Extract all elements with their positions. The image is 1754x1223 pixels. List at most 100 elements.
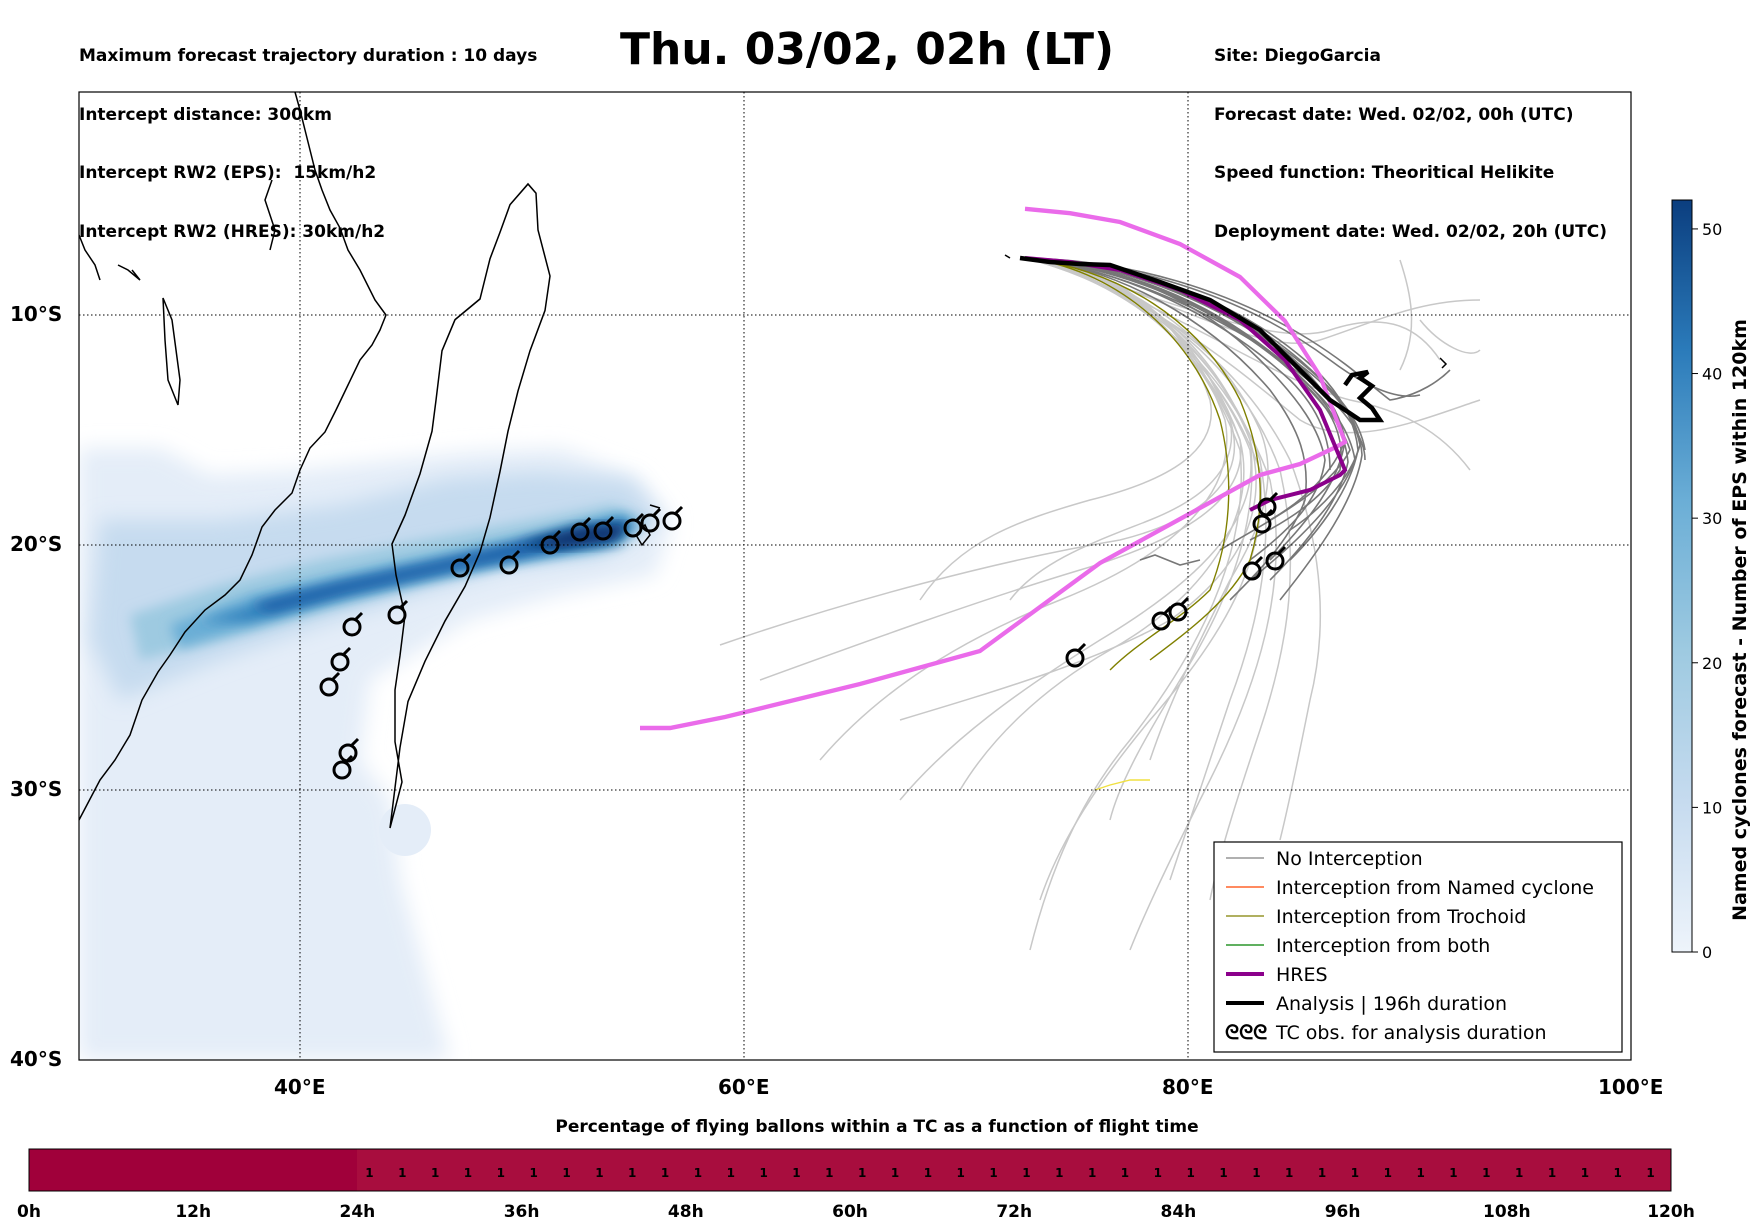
cyclone-symbol-icon xyxy=(662,505,684,531)
bar-cell-value: 1 xyxy=(792,1166,800,1180)
legend-label: TC obs. for analysis duration xyxy=(1275,1022,1547,1044)
bar-cell-value: 1 xyxy=(1252,1166,1260,1180)
bar-cell-value: 1 xyxy=(595,1166,603,1180)
lon-label: 60°E xyxy=(718,1075,770,1099)
bar-cell-value: 1 xyxy=(1219,1166,1227,1180)
bar-cell-value: 1 xyxy=(1285,1166,1293,1180)
flight-time-bar-title: Percentage of flying ballons within a TC… xyxy=(555,1117,1199,1137)
bar-cell-value: 1 xyxy=(1581,1166,1589,1180)
legend-row: HRES xyxy=(1226,964,1328,986)
trochoid-yellow-track xyxy=(1094,779,1150,791)
bar-cell-value: 1 xyxy=(529,1166,537,1180)
bar-hour-label: 36h xyxy=(504,1202,540,1222)
bar-hour-label: 96h xyxy=(1325,1202,1361,1222)
legend-label: Interception from Trochoid xyxy=(1276,906,1526,928)
lat-label: 30°S xyxy=(10,777,63,801)
cyclone-symbol-icon xyxy=(1265,545,1287,571)
legend-label: HRES xyxy=(1276,964,1328,986)
bar-hour-label: 120h xyxy=(1647,1202,1695,1222)
bar-cell-value: 1 xyxy=(891,1166,899,1180)
cyclone-symbol-icon xyxy=(1151,605,1173,631)
colorbar-tick-label: 0 xyxy=(1702,943,1712,962)
cyclone-symbol-icon xyxy=(387,599,409,625)
bar-cell-value: 1 xyxy=(1515,1166,1523,1180)
bar-cell-value: 1 xyxy=(1614,1166,1622,1180)
lat-label: 40°S xyxy=(10,1047,63,1071)
bar-cell-value: 1 xyxy=(464,1166,472,1180)
bar-cell-value: 1 xyxy=(1548,1166,1556,1180)
cyclone-symbol-icon xyxy=(1065,642,1087,668)
param-line: Intercept RW2 (HRES): 30km/h2 xyxy=(79,221,386,242)
bar-cell-value: 1 xyxy=(1449,1166,1457,1180)
cyclone-symbol-icon xyxy=(338,737,360,763)
legend-row: No Interception xyxy=(1226,848,1423,870)
bar-cell-value: 1 xyxy=(1154,1166,1162,1180)
cyclone-symbol-icon xyxy=(1257,491,1279,517)
bar-cell-value: 1 xyxy=(727,1166,735,1180)
lat-label: 20°S xyxy=(10,532,63,556)
bar-cell-value: 1 xyxy=(1318,1166,1326,1180)
page-title: Thu. 03/02, 02h (LT) xyxy=(620,24,1115,75)
site-line: Site: DiegoGarcia xyxy=(1214,46,1381,66)
bar-cell-value: 1 xyxy=(661,1166,669,1180)
bar-cell-value: 1 xyxy=(1482,1166,1490,1180)
colorbar-tick-label: 10 xyxy=(1702,798,1722,817)
bar-cell-value: 1 xyxy=(1186,1166,1194,1180)
colorbar-tick-label: 20 xyxy=(1702,654,1722,673)
cyclone-symbol-icon xyxy=(450,552,472,578)
coastlines xyxy=(79,92,1448,829)
bar-cell-value: 1 xyxy=(1088,1166,1096,1180)
bar-cell-value: 1 xyxy=(924,1166,932,1180)
cyclone-symbol-icon xyxy=(593,515,615,541)
bar-hour-label: 24h xyxy=(340,1202,376,1222)
forecast-parameters: Maximum forecast trajectory duration : 1… xyxy=(79,8,537,262)
colorbar-tick-label: 30 xyxy=(1702,509,1722,528)
site-parameters: Site: DiegoGarcia Forecast date: Wed. 02… xyxy=(1214,8,1607,262)
legend-row: Interception from Named cyclone xyxy=(1226,877,1594,899)
bar-hour-label: 48h xyxy=(668,1202,704,1222)
tc-observations xyxy=(319,491,1287,780)
bar-cell-value: 1 xyxy=(1646,1166,1654,1180)
bar-cell-value: 1 xyxy=(497,1166,505,1180)
colorbar-tick-label: 50 xyxy=(1702,220,1722,239)
cyclone-symbol-icon xyxy=(1242,555,1264,581)
bar-cell-value: 1 xyxy=(1055,1166,1063,1180)
bar-cell-value: 1 xyxy=(858,1166,866,1180)
hres-track xyxy=(640,206,1348,731)
cyclone-symbol-icon xyxy=(623,512,645,538)
site-line: Forecast date: Wed. 02/02, 00h (UTC) xyxy=(1214,104,1574,125)
bar-cell-value: 1 xyxy=(398,1166,406,1180)
bar-cell-value: 1 xyxy=(759,1166,767,1180)
cyclone-symbol-icon xyxy=(342,611,364,637)
legend-label: No Interception xyxy=(1276,848,1423,870)
colorbar: 0 10 20 30 40 50 xyxy=(1671,199,1722,962)
site-line: Deployment date: Wed. 02/02, 20h (UTC) xyxy=(1214,221,1608,242)
map-legend: No Interception Interception from Named c… xyxy=(1213,841,1623,1053)
cyclone-symbol-icon xyxy=(540,529,562,555)
map-frame xyxy=(78,91,1632,1061)
hres-track-dark xyxy=(1024,256,1348,512)
site-line: Speed function: Theoritical Helikite xyxy=(1214,163,1555,183)
colorbar-label: Named cyclones forecast - Number of EPS … xyxy=(1729,319,1751,921)
bar-hour-label: 84h xyxy=(1161,1202,1197,1222)
bar-cell-value: 1 xyxy=(1121,1166,1129,1180)
bar-hour-label: 72h xyxy=(996,1202,1032,1222)
cyclone-symbol-icon xyxy=(319,671,341,697)
legend-label: Interception from Named cyclone xyxy=(1276,877,1594,899)
legend-label: Interception from both xyxy=(1276,935,1490,957)
lon-label: 100°E xyxy=(1598,1075,1664,1099)
bar-cell-value: 1 xyxy=(694,1166,702,1180)
param-line: Intercept distance: 300km xyxy=(79,104,332,125)
bar-cell-value: 1 xyxy=(1022,1166,1030,1180)
cyclone-symbol-icon xyxy=(499,549,521,575)
cyclone-symbol-icon xyxy=(1168,596,1190,622)
bar-cell-value: 1 xyxy=(1384,1166,1392,1180)
cyclone-symbol-icon xyxy=(570,516,592,542)
cyclone-density-field xyxy=(79,448,672,1060)
bar-hour-label: 0h xyxy=(17,1202,41,1222)
cyclone-symbol-icon: ᘓᘓᘓ xyxy=(1225,1020,1267,1044)
lat-label: 10°S xyxy=(10,302,63,326)
bar-hour-label: 12h xyxy=(175,1202,211,1222)
bar-cell-value: 1 xyxy=(365,1166,373,1180)
